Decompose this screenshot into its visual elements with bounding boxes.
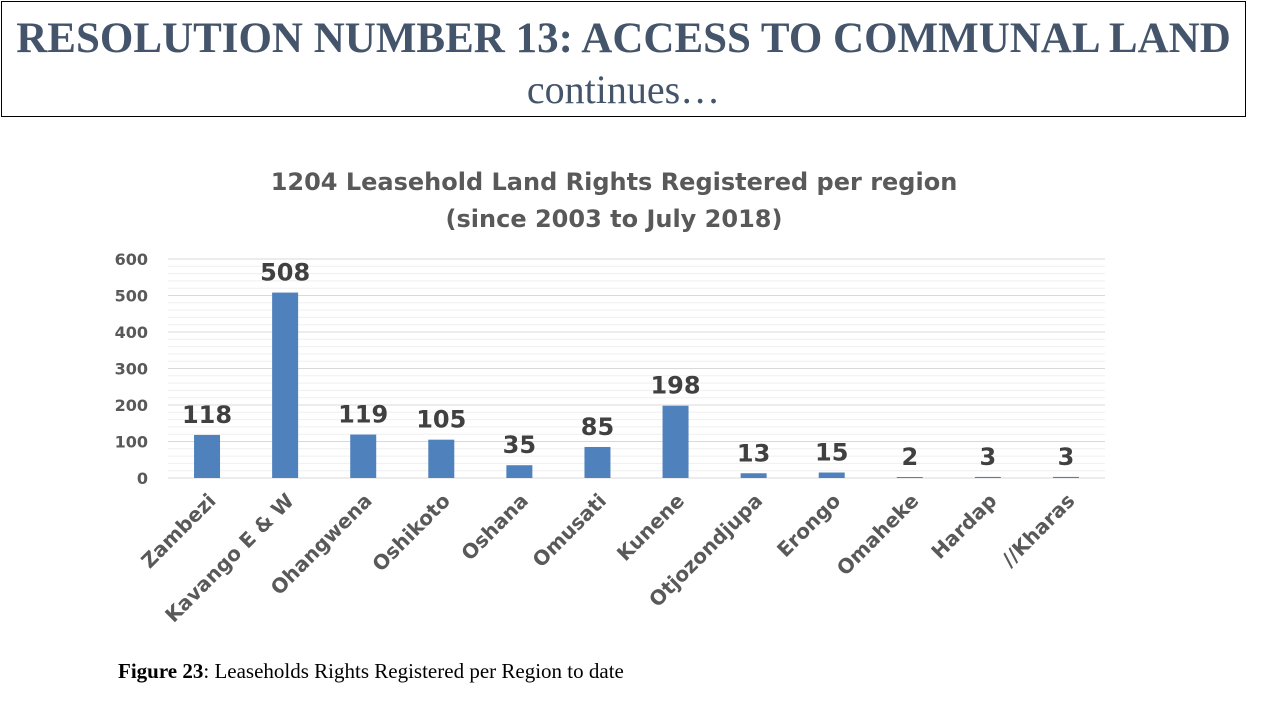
figure-caption-text: : Leaseholds Rights Registered per Regio… xyxy=(203,659,624,683)
bar-1 xyxy=(194,434,221,478)
data-label: 118 xyxy=(182,401,232,429)
x-tick-label: Hardap xyxy=(926,489,1001,564)
data-label: 508 xyxy=(260,259,310,287)
bar-9 xyxy=(818,472,845,478)
y-tick-label: 300 xyxy=(115,360,148,379)
bar-4 xyxy=(428,439,455,478)
bar-10 xyxy=(896,477,923,478)
slide-title-box: RESOLUTION NUMBER 13: ACCESS TO COMMUNAL… xyxy=(1,1,1246,117)
y-tick-label: 200 xyxy=(115,396,148,415)
data-label: 35 xyxy=(503,431,536,459)
bars xyxy=(194,292,1079,478)
bar-11 xyxy=(974,476,1001,478)
data-label: 13 xyxy=(737,439,770,467)
data-label: 15 xyxy=(815,439,848,467)
figure-caption-label: Figure 23 xyxy=(118,659,204,683)
slide-subtitle: continues… xyxy=(526,67,721,112)
x-tick-label: Kunene xyxy=(612,489,689,566)
x-tick-label: Zambezi xyxy=(136,489,220,573)
x-tick-label: Omaheke xyxy=(832,489,924,581)
chart-title-line-1: 1204 Leasehold Land Rights Registered pe… xyxy=(271,168,958,196)
x-tick-label: Oshikoto xyxy=(367,489,455,577)
x-tick-label: //Kharas xyxy=(997,489,1080,572)
y-tick-label: 500 xyxy=(115,287,148,306)
x-tick-label: Oshana xyxy=(456,489,533,566)
data-label: 3 xyxy=(980,443,997,471)
data-labels: 118 508 119 105 35 85 198 13 15 2 3 3 xyxy=(182,259,1074,471)
data-label: 85 xyxy=(581,413,614,441)
bar-8 xyxy=(740,473,767,478)
figure-caption: Figure 23: Leaseholds Rights Registered … xyxy=(118,659,624,684)
bar-7 xyxy=(662,405,689,478)
bar-5 xyxy=(506,465,533,478)
bar-12 xyxy=(1052,476,1079,478)
bar-2 xyxy=(272,292,299,478)
data-label: 2 xyxy=(901,443,918,471)
data-label: 105 xyxy=(416,406,466,434)
y-tick-label: 400 xyxy=(115,323,148,342)
bar-3 xyxy=(350,434,377,478)
y-tick-label: 600 xyxy=(115,250,148,269)
x-tick-label: Kavango E & W xyxy=(160,489,299,628)
data-label: 119 xyxy=(338,401,388,429)
data-label: 3 xyxy=(1058,443,1075,471)
y-tick-label: 0 xyxy=(137,469,148,488)
slide-title: RESOLUTION NUMBER 13: ACCESS TO COMMUNAL… xyxy=(16,15,1231,62)
x-tick-label: Omusati xyxy=(528,489,611,572)
grid-lines xyxy=(168,258,1105,479)
data-label: 198 xyxy=(650,372,700,400)
y-tick-label: 100 xyxy=(115,433,148,452)
y-axis-ticks: 0 100 200 300 400 500 600 xyxy=(115,250,148,488)
x-tick-label: Erongo xyxy=(772,489,845,562)
chart-title-line-2: (since 2003 to July 2018) xyxy=(446,205,783,233)
bar-6 xyxy=(584,446,611,478)
